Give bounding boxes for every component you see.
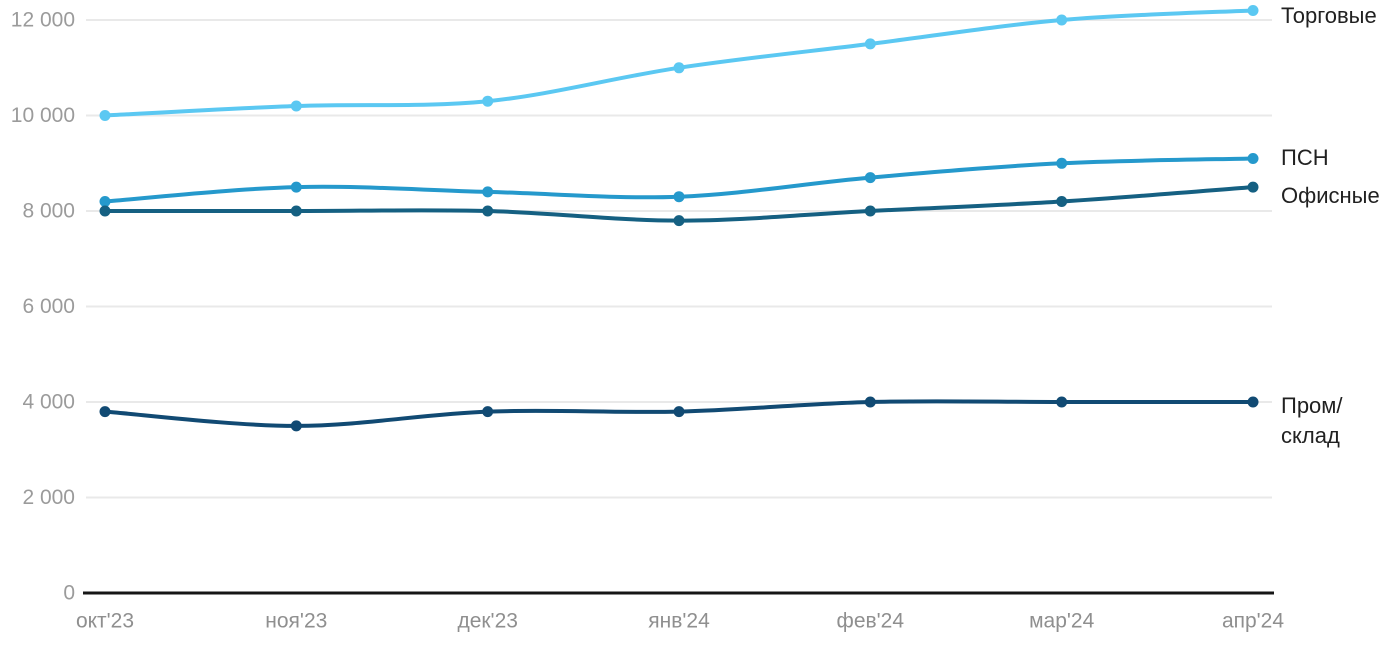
- data-point-3: [99, 406, 111, 418]
- data-point-2: [1056, 196, 1068, 207]
- y-tick-label: 6 000: [22, 295, 75, 318]
- data-point-3: [1056, 396, 1068, 408]
- y-tick-label: 0: [63, 582, 75, 605]
- data-point-1: [290, 181, 302, 193]
- series-label-ofisnye: Офисные: [1281, 183, 1380, 209]
- x-tick-label: мар'24: [1029, 610, 1094, 633]
- y-tick-label: 10 000: [11, 104, 75, 127]
- data-point-1: [99, 196, 111, 207]
- data-point-2: [1247, 181, 1259, 193]
- data-point-2: [99, 205, 111, 217]
- x-tick-label: фев'24: [837, 610, 905, 633]
- x-tick-label: янв'24: [648, 610, 710, 633]
- data-point-1: [864, 172, 876, 184]
- data-point-3: [673, 406, 685, 418]
- data-point-0: [99, 110, 111, 121]
- x-tick-label: окт'23: [76, 610, 134, 633]
- data-point-2: [290, 205, 302, 217]
- data-point-0: [482, 95, 494, 107]
- x-tick-label: дек'23: [457, 610, 518, 633]
- series-label-torgovye: Торговые: [1281, 2, 1377, 28]
- series-label-prom-sklad: Пром/склад: [1281, 391, 1343, 451]
- data-point-2: [864, 205, 876, 217]
- data-point-0: [864, 38, 876, 50]
- data-point-3: [1247, 396, 1259, 408]
- data-point-3: [864, 396, 876, 408]
- data-point-0: [1247, 5, 1259, 16]
- x-tick-label: апр'24: [1222, 610, 1284, 633]
- series-label-line: склад: [1281, 423, 1340, 448]
- data-point-1: [482, 186, 494, 198]
- x-tick-label: ноя'23: [265, 610, 327, 633]
- data-point-0: [673, 62, 685, 74]
- data-point-0: [1056, 14, 1068, 26]
- data-point-1: [1056, 157, 1068, 169]
- y-tick-label: 2 000: [22, 486, 75, 509]
- data-point-1: [1247, 153, 1259, 164]
- data-point-2: [673, 215, 685, 227]
- y-tick-label: 4 000: [22, 391, 75, 414]
- series-label-line: Пром/: [1281, 393, 1343, 418]
- data-point-2: [482, 205, 494, 217]
- series-label-psn: ПСН: [1281, 144, 1329, 170]
- y-tick-label: 12 000: [11, 9, 75, 32]
- data-point-3: [482, 406, 494, 418]
- data-point-0: [290, 100, 302, 112]
- data-point-1: [673, 191, 685, 203]
- y-tick-label: 8 000: [22, 200, 75, 223]
- data-point-3: [290, 420, 302, 432]
